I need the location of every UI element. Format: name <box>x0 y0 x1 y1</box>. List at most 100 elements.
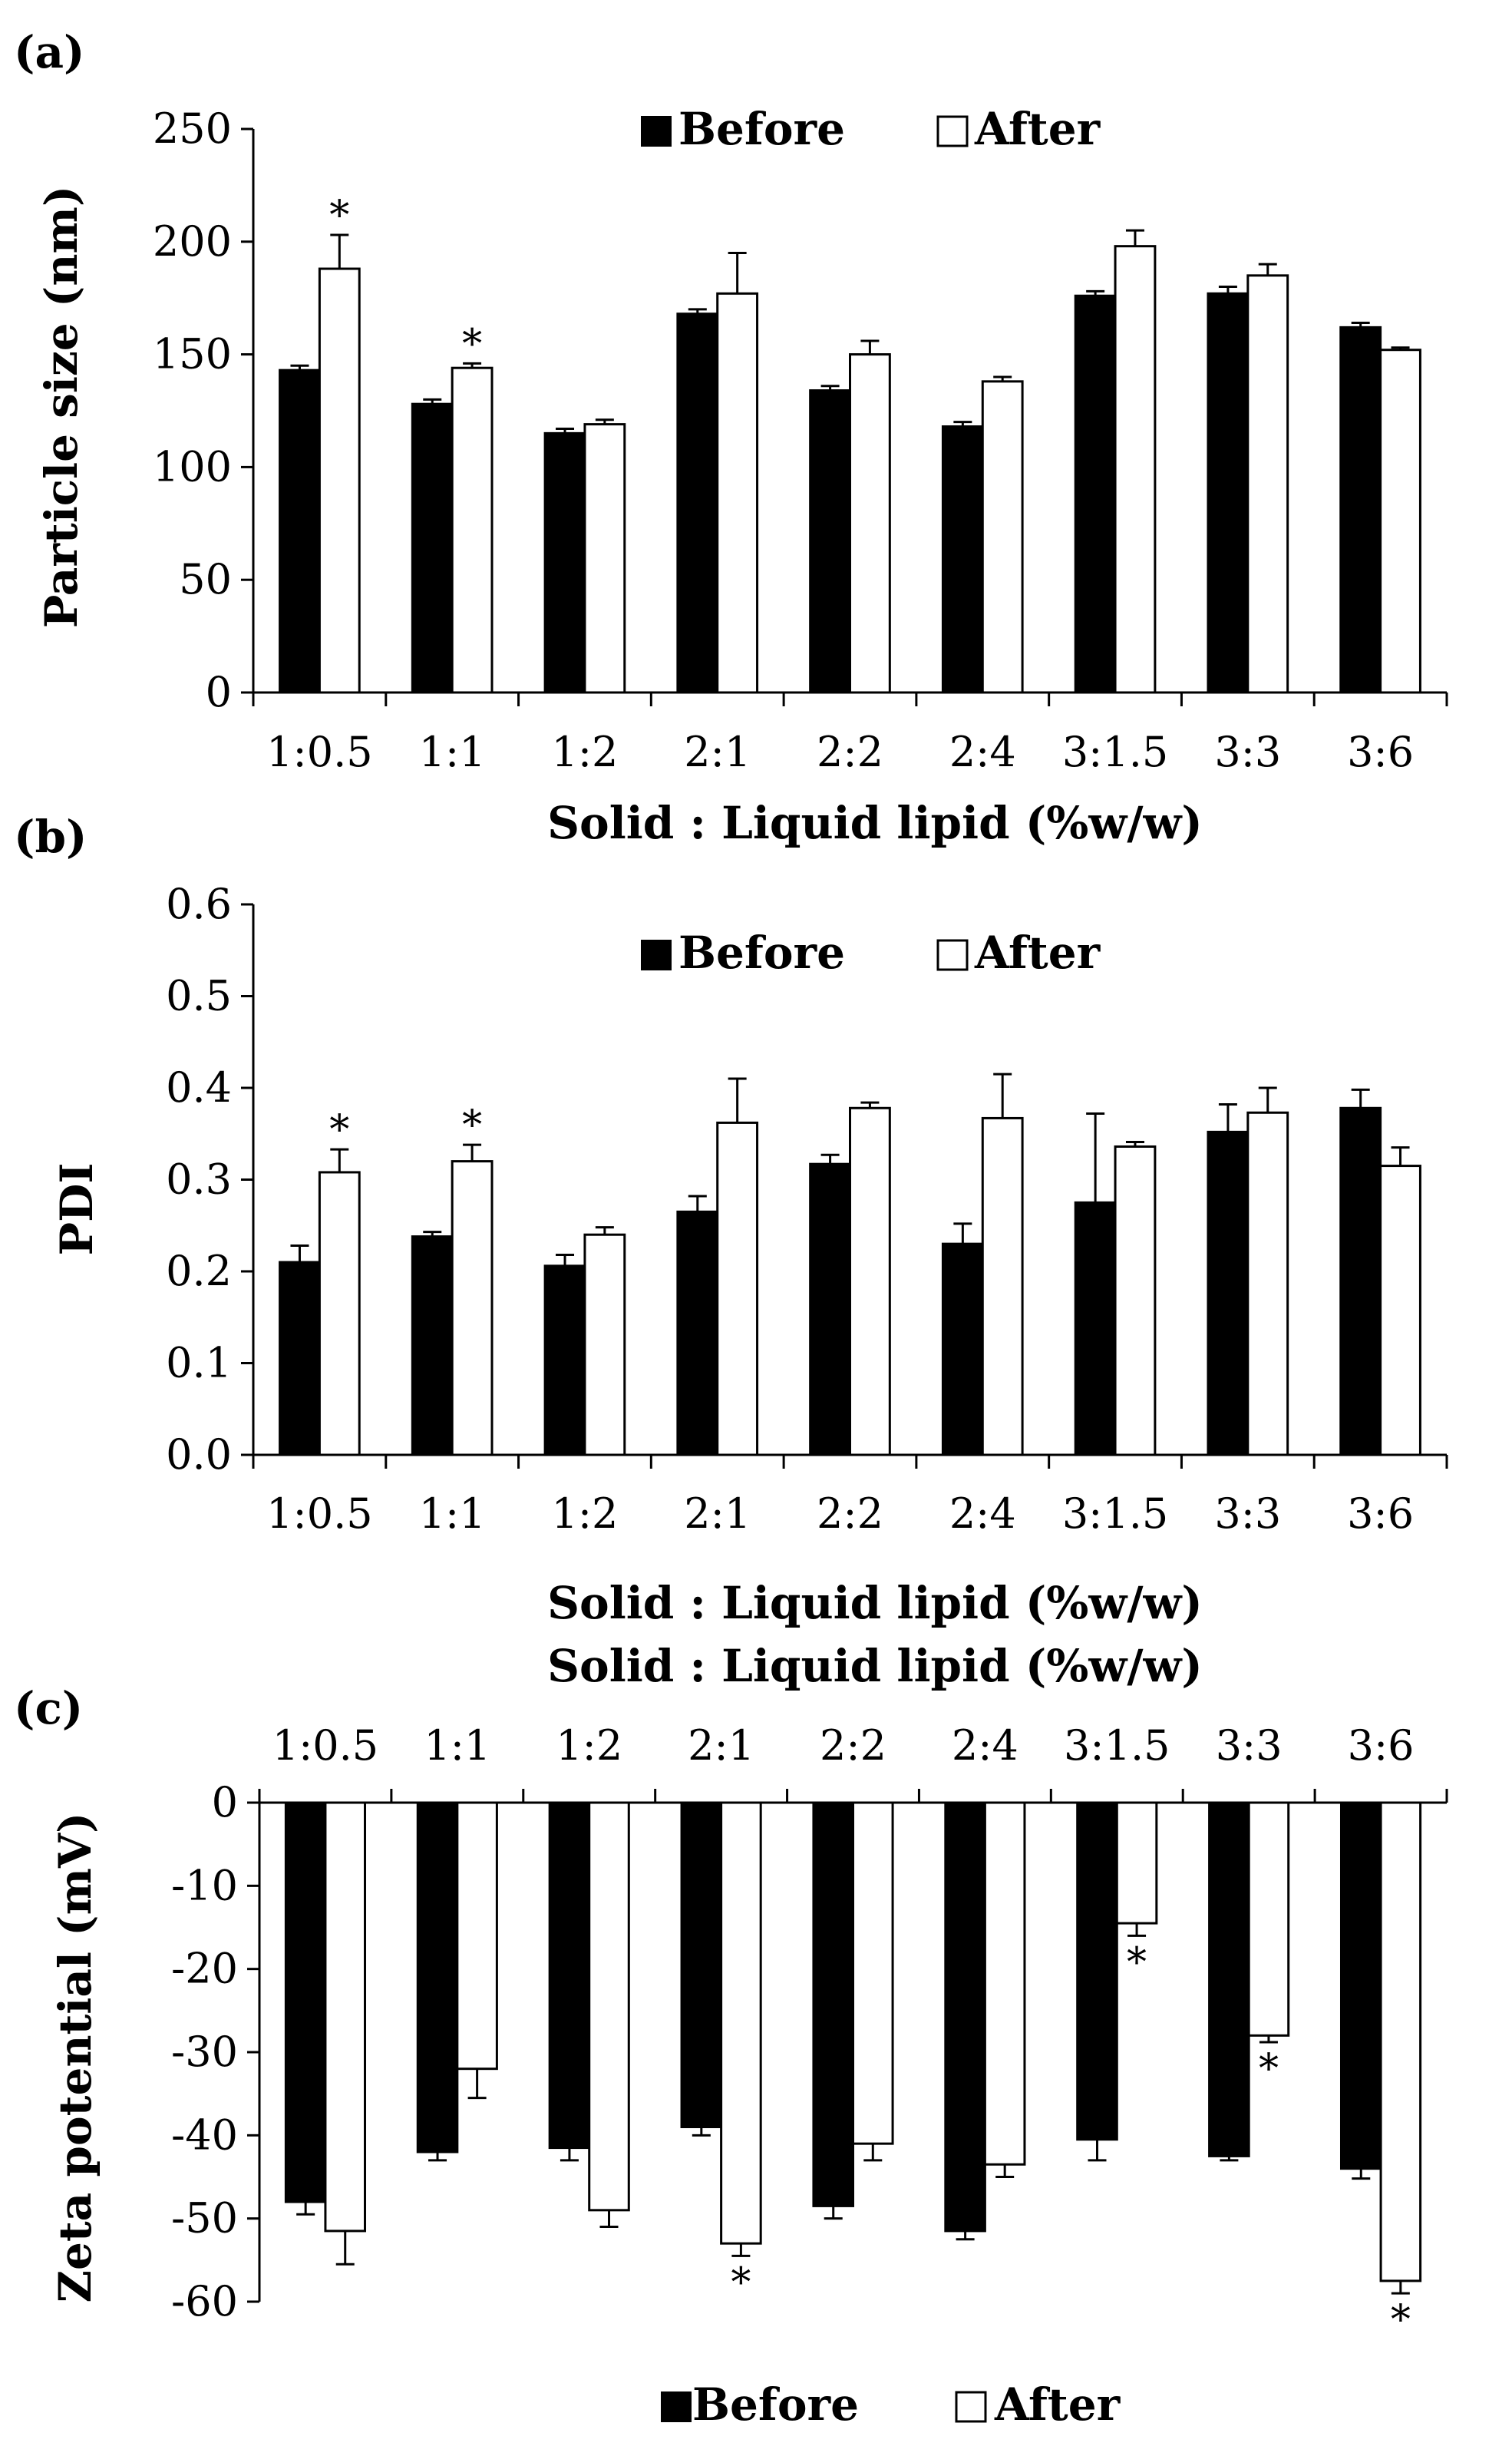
bar-after <box>1114 245 1157 694</box>
legend-label-before: Before <box>692 2378 859 2431</box>
y-tick-label: 250 <box>153 104 232 153</box>
bar-before <box>676 1210 719 1456</box>
legend-swatch-after <box>936 939 969 971</box>
x-category-label: 3:6 <box>1347 728 1414 776</box>
panel-c-zeta-potential: Solid : Liquid lipid (%w/w) (c) Zeta pot… <box>14 1640 1448 2431</box>
legend-label-before: Before <box>678 103 845 155</box>
bar-before <box>941 1242 984 1456</box>
bar-after <box>981 1116 1024 1456</box>
panel-a-plot-area: 0 50 100 150 200 250 1:0.5 1:1 1:2 2:1 2:2 2:4 3:1.5… <box>153 104 1448 776</box>
y-tick-label: -30 <box>171 2028 238 2076</box>
bar-before <box>1076 1801 1118 2141</box>
bar-after <box>716 292 759 694</box>
bar-before <box>944 1801 986 2233</box>
significance-marker: * <box>1259 2046 1279 2092</box>
bar-before <box>1339 1106 1382 1456</box>
x-category-label: 2:2 <box>817 1489 883 1538</box>
legend-swatch-after <box>936 115 969 147</box>
y-tick-label: 0.6 <box>166 880 232 928</box>
bar-before <box>1339 326 1382 694</box>
panel-a-label: (a) <box>14 26 84 78</box>
bar-after <box>720 1801 762 2245</box>
legend-swatch-before <box>641 116 672 147</box>
x-category-label: 2:4 <box>949 1489 1016 1538</box>
x-category-label: 2:2 <box>820 1721 886 1770</box>
x-category-label: 1:2 <box>551 728 618 776</box>
x-category-label: 1:0.5 <box>266 1489 372 1538</box>
x-category-label: 3:1.5 <box>1062 1489 1168 1538</box>
panel-b-legend: Before After <box>641 927 1101 979</box>
x-category-label: 3:3 <box>1214 728 1281 776</box>
x-category-label: 2:4 <box>952 1721 1018 1770</box>
bar-before <box>284 1801 327 2203</box>
x-category-label: 3:1.5 <box>1062 728 1168 776</box>
x-category-label: 1:1 <box>424 1721 490 1770</box>
legend-swatch-after <box>955 2391 987 2423</box>
bar-after <box>849 353 891 694</box>
panel-c-plot-area: -60 -50 -40 -30 -20 -10 0 1:0.5 1:1 1:2 2:1 2:2 2:4 3… <box>171 1721 1448 2343</box>
bar-before <box>411 1235 454 1456</box>
bar-before <box>812 1801 855 2207</box>
bar-after <box>983 1801 1026 2166</box>
significance-marker: * <box>462 1102 482 1149</box>
bar-after <box>981 380 1024 694</box>
panel-c-x-axis-label: Solid : Liquid lipid (%w/w) <box>547 1640 1203 1692</box>
panel-a-y-axis-label: Particle size (nm) <box>35 186 87 629</box>
bar-before <box>1074 294 1117 694</box>
legend-label-after: After <box>974 103 1101 155</box>
y-tick-label: 0 <box>206 668 232 716</box>
y-tick-label: 200 <box>153 217 232 266</box>
legend-swatch-before <box>661 2391 692 2422</box>
y-tick-label: 0.3 <box>166 1155 232 1204</box>
y-tick-label: 0.4 <box>166 1063 232 1112</box>
bar-before <box>1339 1801 1382 2170</box>
bar-before <box>809 389 851 694</box>
bar-after <box>849 1106 891 1456</box>
panel-b-y-axis-label: PDI <box>51 1162 103 1255</box>
bar-before <box>1208 1801 1250 2157</box>
bar-before <box>548 1801 591 2150</box>
legend-swatch-before <box>641 940 672 970</box>
bar-after <box>583 1233 626 1456</box>
panel-c-y-axis-label: Zeta potential (mV) <box>49 1813 101 2303</box>
bar-after <box>456 1801 498 2071</box>
bar-before <box>1207 1130 1250 1456</box>
bar-after <box>588 1801 630 2212</box>
x-category-label: 2:4 <box>949 728 1016 776</box>
y-tick-label: 0.5 <box>166 972 232 1020</box>
x-category-label: 3:6 <box>1347 1489 1414 1538</box>
y-tick-label: -10 <box>171 1861 238 1909</box>
significance-marker: * <box>1391 2297 1411 2343</box>
bar-after <box>1115 1801 1158 1925</box>
panel-b-label: (b) <box>14 811 87 863</box>
bar-after <box>1247 1801 1290 2037</box>
bar-after <box>318 1171 361 1456</box>
bar-before <box>941 425 984 694</box>
bar-after <box>451 366 494 694</box>
y-tick-label: 0 <box>212 1778 238 1826</box>
bar-after <box>852 1801 894 2145</box>
panel-a-legend: Before After <box>641 103 1101 155</box>
bar-after <box>318 267 361 694</box>
x-category-label: 2:1 <box>688 1721 754 1770</box>
x-category-label: 3:3 <box>1216 1721 1283 1770</box>
y-tick-label: 150 <box>153 330 232 378</box>
y-tick-label: 0.2 <box>166 1247 232 1295</box>
x-category-label: 1:1 <box>419 728 486 776</box>
significance-marker: * <box>731 2259 751 2306</box>
significance-marker: * <box>1127 1939 1147 1985</box>
x-category-label: 2:2 <box>817 728 883 776</box>
x-category-label: 3:6 <box>1348 1721 1415 1770</box>
panel-c-legend: Before After <box>661 2378 1121 2431</box>
y-tick-label: -20 <box>171 1945 238 1993</box>
bar-before <box>1207 292 1250 694</box>
bar-before <box>680 1801 723 2128</box>
bar-after <box>1379 1801 1422 2282</box>
bar-after <box>1114 1145 1157 1456</box>
bar-before <box>543 1264 586 1456</box>
panel-b-x-axis-label: Solid : Liquid lipid (%w/w) <box>547 1577 1203 1629</box>
bar-before <box>279 1261 321 1456</box>
y-tick-label: 0.0 <box>166 1430 232 1479</box>
significance-marker: * <box>329 193 349 239</box>
